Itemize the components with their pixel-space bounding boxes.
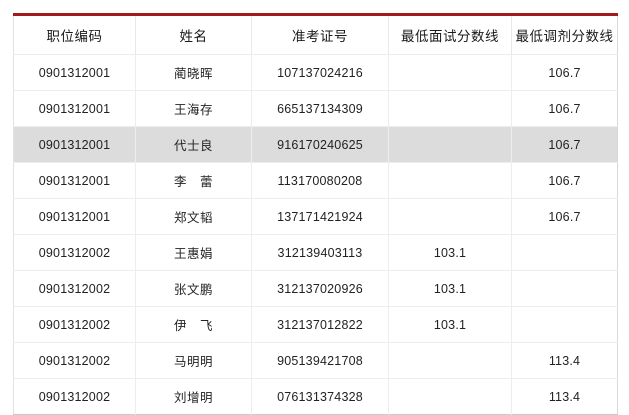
cell-admission-ticket: 312139403113 xyxy=(251,234,389,271)
column-header-min-interview-score: 最低面试分数线 xyxy=(388,14,512,55)
cell-candidate-name: 李 蕾 xyxy=(135,162,252,199)
table-row[interactable]: 0901312002 马明明 905139421708 113.4 xyxy=(13,342,618,379)
cell-min-adjustment-score xyxy=(511,270,618,307)
table-row[interactable]: 0901312001 王海存 665137134309 106.7 xyxy=(13,90,618,127)
cell-min-interview-score xyxy=(388,342,512,379)
cell-candidate-name: 王惠娟 xyxy=(135,234,252,271)
cell-min-adjustment-score xyxy=(511,306,618,343)
cell-admission-ticket: 076131374328 xyxy=(251,378,389,415)
table-row[interactable]: 0901312001 郑文韬 137171421924 106.7 xyxy=(13,198,618,235)
cell-job-code: 0901312001 xyxy=(13,126,136,163)
cell-min-interview-score xyxy=(388,378,512,415)
column-header-job-code: 职位编码 xyxy=(13,14,136,55)
cell-min-adjustment-score: 106.7 xyxy=(511,90,618,127)
table-row[interactable]: 0901312002 伊 飞 312137012822 103.1 xyxy=(13,306,618,343)
column-header-admission-ticket: 准考证号 xyxy=(251,14,389,55)
cell-min-interview-score: 103.1 xyxy=(388,234,512,271)
cell-candidate-name: 张文鹏 xyxy=(135,270,252,307)
cell-job-code: 0901312001 xyxy=(13,162,136,199)
cell-candidate-name: 王海存 xyxy=(135,90,252,127)
table-row[interactable]: 0901312002 王惠娟 312139403113 103.1 xyxy=(13,234,618,271)
cell-min-interview-score: 103.1 xyxy=(388,306,512,343)
cell-job-code: 0901312002 xyxy=(13,270,136,307)
cell-job-code: 0901312001 xyxy=(13,90,136,127)
cell-candidate-name: 刘增明 xyxy=(135,378,252,415)
score-table-container: 职位编码 姓名 准考证号 最低面试分数线 最低调剂分数线 0901312001 蔺… xyxy=(13,13,618,415)
cell-min-interview-score xyxy=(388,54,512,91)
cell-admission-ticket: 113170080208 xyxy=(251,162,389,199)
cell-min-adjustment-score: 113.4 xyxy=(511,342,618,379)
column-header-name: 姓名 xyxy=(135,14,252,55)
cell-min-adjustment-score xyxy=(511,234,618,271)
table-body: 0901312001 蔺晓晖 107137024216 106.7 0901312001… xyxy=(13,54,618,415)
table-row[interactable]: 0901312002 刘增明 076131374328 113.4 xyxy=(13,378,618,415)
table-header: 职位编码 姓名 准考证号 最低面试分数线 最低调剂分数线 xyxy=(13,14,618,55)
cell-admission-ticket: 665137134309 xyxy=(251,90,389,127)
cell-candidate-name: 马明明 xyxy=(135,342,252,379)
cell-job-code: 0901312002 xyxy=(13,306,136,343)
cell-job-code: 0901312001 xyxy=(13,54,136,91)
cell-candidate-name: 郑文韬 xyxy=(135,198,252,235)
column-header-min-adjustment-score: 最低调剂分数线 xyxy=(511,14,618,55)
cell-candidate-name: 伊 飞 xyxy=(135,306,252,343)
cell-admission-ticket: 916170240625 xyxy=(251,126,389,163)
cell-job-code: 0901312001 xyxy=(13,198,136,235)
cell-admission-ticket: 312137020926 xyxy=(251,270,389,307)
table-row[interactable]: 0901312001 代士良 916170240625 106.7 xyxy=(13,126,618,163)
cell-job-code: 0901312002 xyxy=(13,378,136,415)
cell-min-adjustment-score: 106.7 xyxy=(511,54,618,91)
table-row[interactable]: 0901312001 李 蕾 113170080208 106.7 xyxy=(13,162,618,199)
cell-candidate-name: 蔺晓晖 xyxy=(135,54,252,91)
cell-min-interview-score: 103.1 xyxy=(388,270,512,307)
cell-job-code: 0901312002 xyxy=(13,342,136,379)
cell-min-interview-score xyxy=(388,126,512,163)
cell-admission-ticket: 905139421708 xyxy=(251,342,389,379)
cell-min-interview-score xyxy=(388,162,512,199)
cell-min-adjustment-score: 106.7 xyxy=(511,162,618,199)
table-row[interactable]: 0901312002 张文鹏 312137020926 103.1 xyxy=(13,270,618,307)
cell-admission-ticket: 312137012822 xyxy=(251,306,389,343)
cell-min-adjustment-score: 106.7 xyxy=(511,198,618,235)
exam-score-table: 职位编码 姓名 准考证号 最低面试分数线 最低调剂分数线 0901312001 蔺… xyxy=(13,13,618,415)
cell-admission-ticket: 137171421924 xyxy=(251,198,389,235)
cell-min-adjustment-score: 113.4 xyxy=(548,389,581,404)
cell-min-interview-score xyxy=(388,198,512,235)
cell-min-interview-score xyxy=(388,90,512,127)
table-header-row: 职位编码 姓名 准考证号 最低面试分数线 最低调剂分数线 xyxy=(13,14,618,55)
table-row[interactable]: 0901312001 蔺晓晖 107137024216 106.7 xyxy=(13,54,618,91)
cell-candidate-name: 代士良 xyxy=(135,126,252,163)
cell-min-adjustment-score: 106.7 xyxy=(511,126,618,163)
cell-job-code: 0901312002 xyxy=(13,234,136,271)
cell-admission-ticket: 107137024216 xyxy=(251,54,389,91)
